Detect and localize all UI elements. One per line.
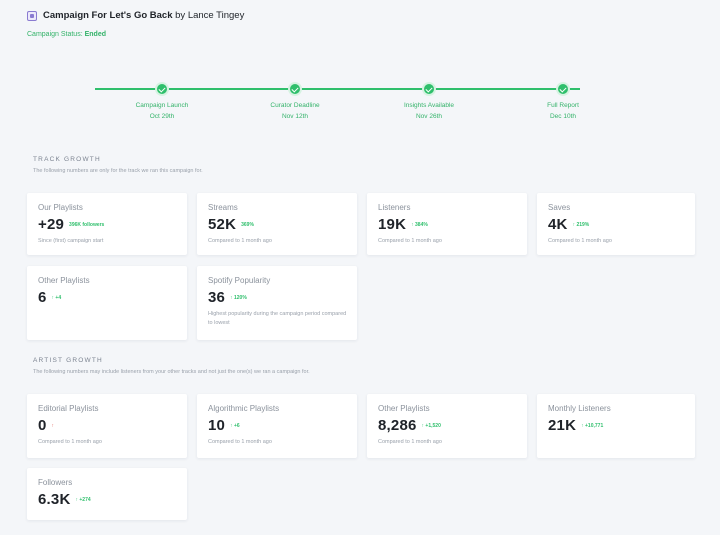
milestone-campaign-launch: Campaign Launch Oct 29th [117,80,207,120]
milestone-label: Full Report [547,102,579,109]
card-delta: ↑ +10,771 [581,422,604,429]
card-label: Listeners [378,203,411,212]
card-editorial-playlists: Editorial Playlists 0 ↑ Compared to 1 mon… [27,394,187,458]
milestone-full-report: Full Report Dec 10th [518,80,608,120]
card-delta: ↑ +4 [51,294,62,301]
card-label: Streams [208,203,238,212]
card-label: Saves [548,203,571,212]
card-label: Monthly Listeners [548,404,611,413]
title-prefix: Campaign For [43,10,110,21]
card-label: Other Playlists [38,276,90,285]
artist-name: Lance Tingey [187,10,245,21]
card-delta: ↑ 120% [230,294,247,301]
card-label: Spotify Popularity [208,276,271,285]
card-value: 0 [38,417,47,434]
card-delta: ↑ +1,520 [421,422,441,429]
artist-growth-title: ARTIST GROWTH [33,357,103,364]
card-note: Compared to 1 month ago [208,238,272,244]
card-followers: Followers 6.3K ↑ +274 [27,468,187,520]
card-note: Compared to 1 month ago [378,439,442,445]
card-value: 52K [208,216,237,233]
track-growth-title: TRACK GROWTH [33,156,101,163]
campaign-timeline: Campaign Launch Oct 29th Curator Deadlin… [0,80,720,130]
card-value: 19K [378,216,407,233]
check-icon [422,82,436,96]
campaign-status: Campaign Status: Ended [27,31,106,38]
card-note: Since (first) campaign start [38,238,104,244]
card-label: Followers [38,478,73,487]
page-title: Campaign For Let's Go Back by Lance Ting… [43,10,244,21]
timeline-line [95,88,580,90]
card-value: +29 [38,216,65,233]
milestone-label: Campaign Launch [135,102,189,109]
card-note: Compared to 1 month ago [378,238,442,244]
status-label: Campaign Status: [27,31,85,38]
album-cover-icon [27,10,37,21]
card-label: Our Playlists [38,203,83,212]
milestone-date: Oct 29th [149,113,175,120]
card-delta: 396K followers [69,221,105,228]
card-value: 6.3K [38,491,71,508]
milestone-curator-deadline: Curator Deadline Nov 12th [250,80,340,120]
milestone-label: Insights Available [403,102,455,109]
card-delta: ↑ [51,422,55,429]
track-growth-subtitle: The following numbers are only for the t… [33,168,203,174]
check-icon [155,82,169,96]
card-delta: ↑ +274 [75,496,91,503]
card-note: Compared to 1 month ago [208,439,272,445]
card-label: Other Playlists [378,404,430,413]
card-value: 8,286 [378,417,417,434]
check-icon [288,82,302,96]
milestone-date: Nov 26th [415,113,443,120]
card-note: Highest popularity during the campaign p… [208,311,347,326]
milestone-date: Dec 10th [549,113,577,120]
card-value: 10 [208,417,226,434]
card-delta: ↑ +6 [230,422,240,429]
card-listeners: Listeners 19K ↑ 384% Compared to 1 month … [367,193,527,255]
card-spotify-popularity: Spotify Popularity 36 ↑ 120% Highest popu… [197,266,357,340]
status-value: Ended [84,31,106,38]
card-monthly-listeners: Monthly Listeners 21K ↑ +10,771 [537,394,695,458]
card-streams: Streams 52K 369% Compared to 1 month ago [197,193,357,255]
card-other-playlists: Other Playlists 6 ↑ +4 [27,266,187,340]
card-label: Editorial Playlists [38,404,99,413]
title-by: by [172,10,188,21]
card-our-playlists: Our Playlists +29 396K followers Since (f… [27,193,187,255]
card-value: 21K [548,417,577,434]
card-value: 4K [548,216,568,233]
milestone-insights-available: Insights Available Nov 26th [384,80,474,120]
card-delta: ↑ 384% [411,221,428,228]
card-saves: Saves 4K ↑ 219% Compared to 1 month ago [537,193,695,255]
card-value: 36 [208,289,226,306]
card-delta: 369% [241,221,254,228]
artist-growth-subtitle: The following numbers may include listen… [33,369,310,375]
check-icon [556,82,570,96]
card-algorithmic-playlists: Algorithmic Playlists 10 ↑ +6 Compared to… [197,394,357,458]
report-header: Campaign For Let's Go Back by Lance Ting… [27,10,244,21]
card-artist-other-playlists: Other Playlists 8,286 ↑ +1,520 Compared t… [367,394,527,458]
milestone-date: Nov 12th [281,113,309,120]
milestone-label: Curator Deadline [270,102,320,109]
card-note: Compared to 1 month ago [548,238,612,244]
track-title: Let's Go Back [109,10,173,21]
card-value: 6 [38,289,47,306]
card-note: Compared to 1 month ago [38,439,102,445]
card-delta: ↑ 219% [572,221,590,228]
card-label: Algorithmic Playlists [208,404,280,413]
